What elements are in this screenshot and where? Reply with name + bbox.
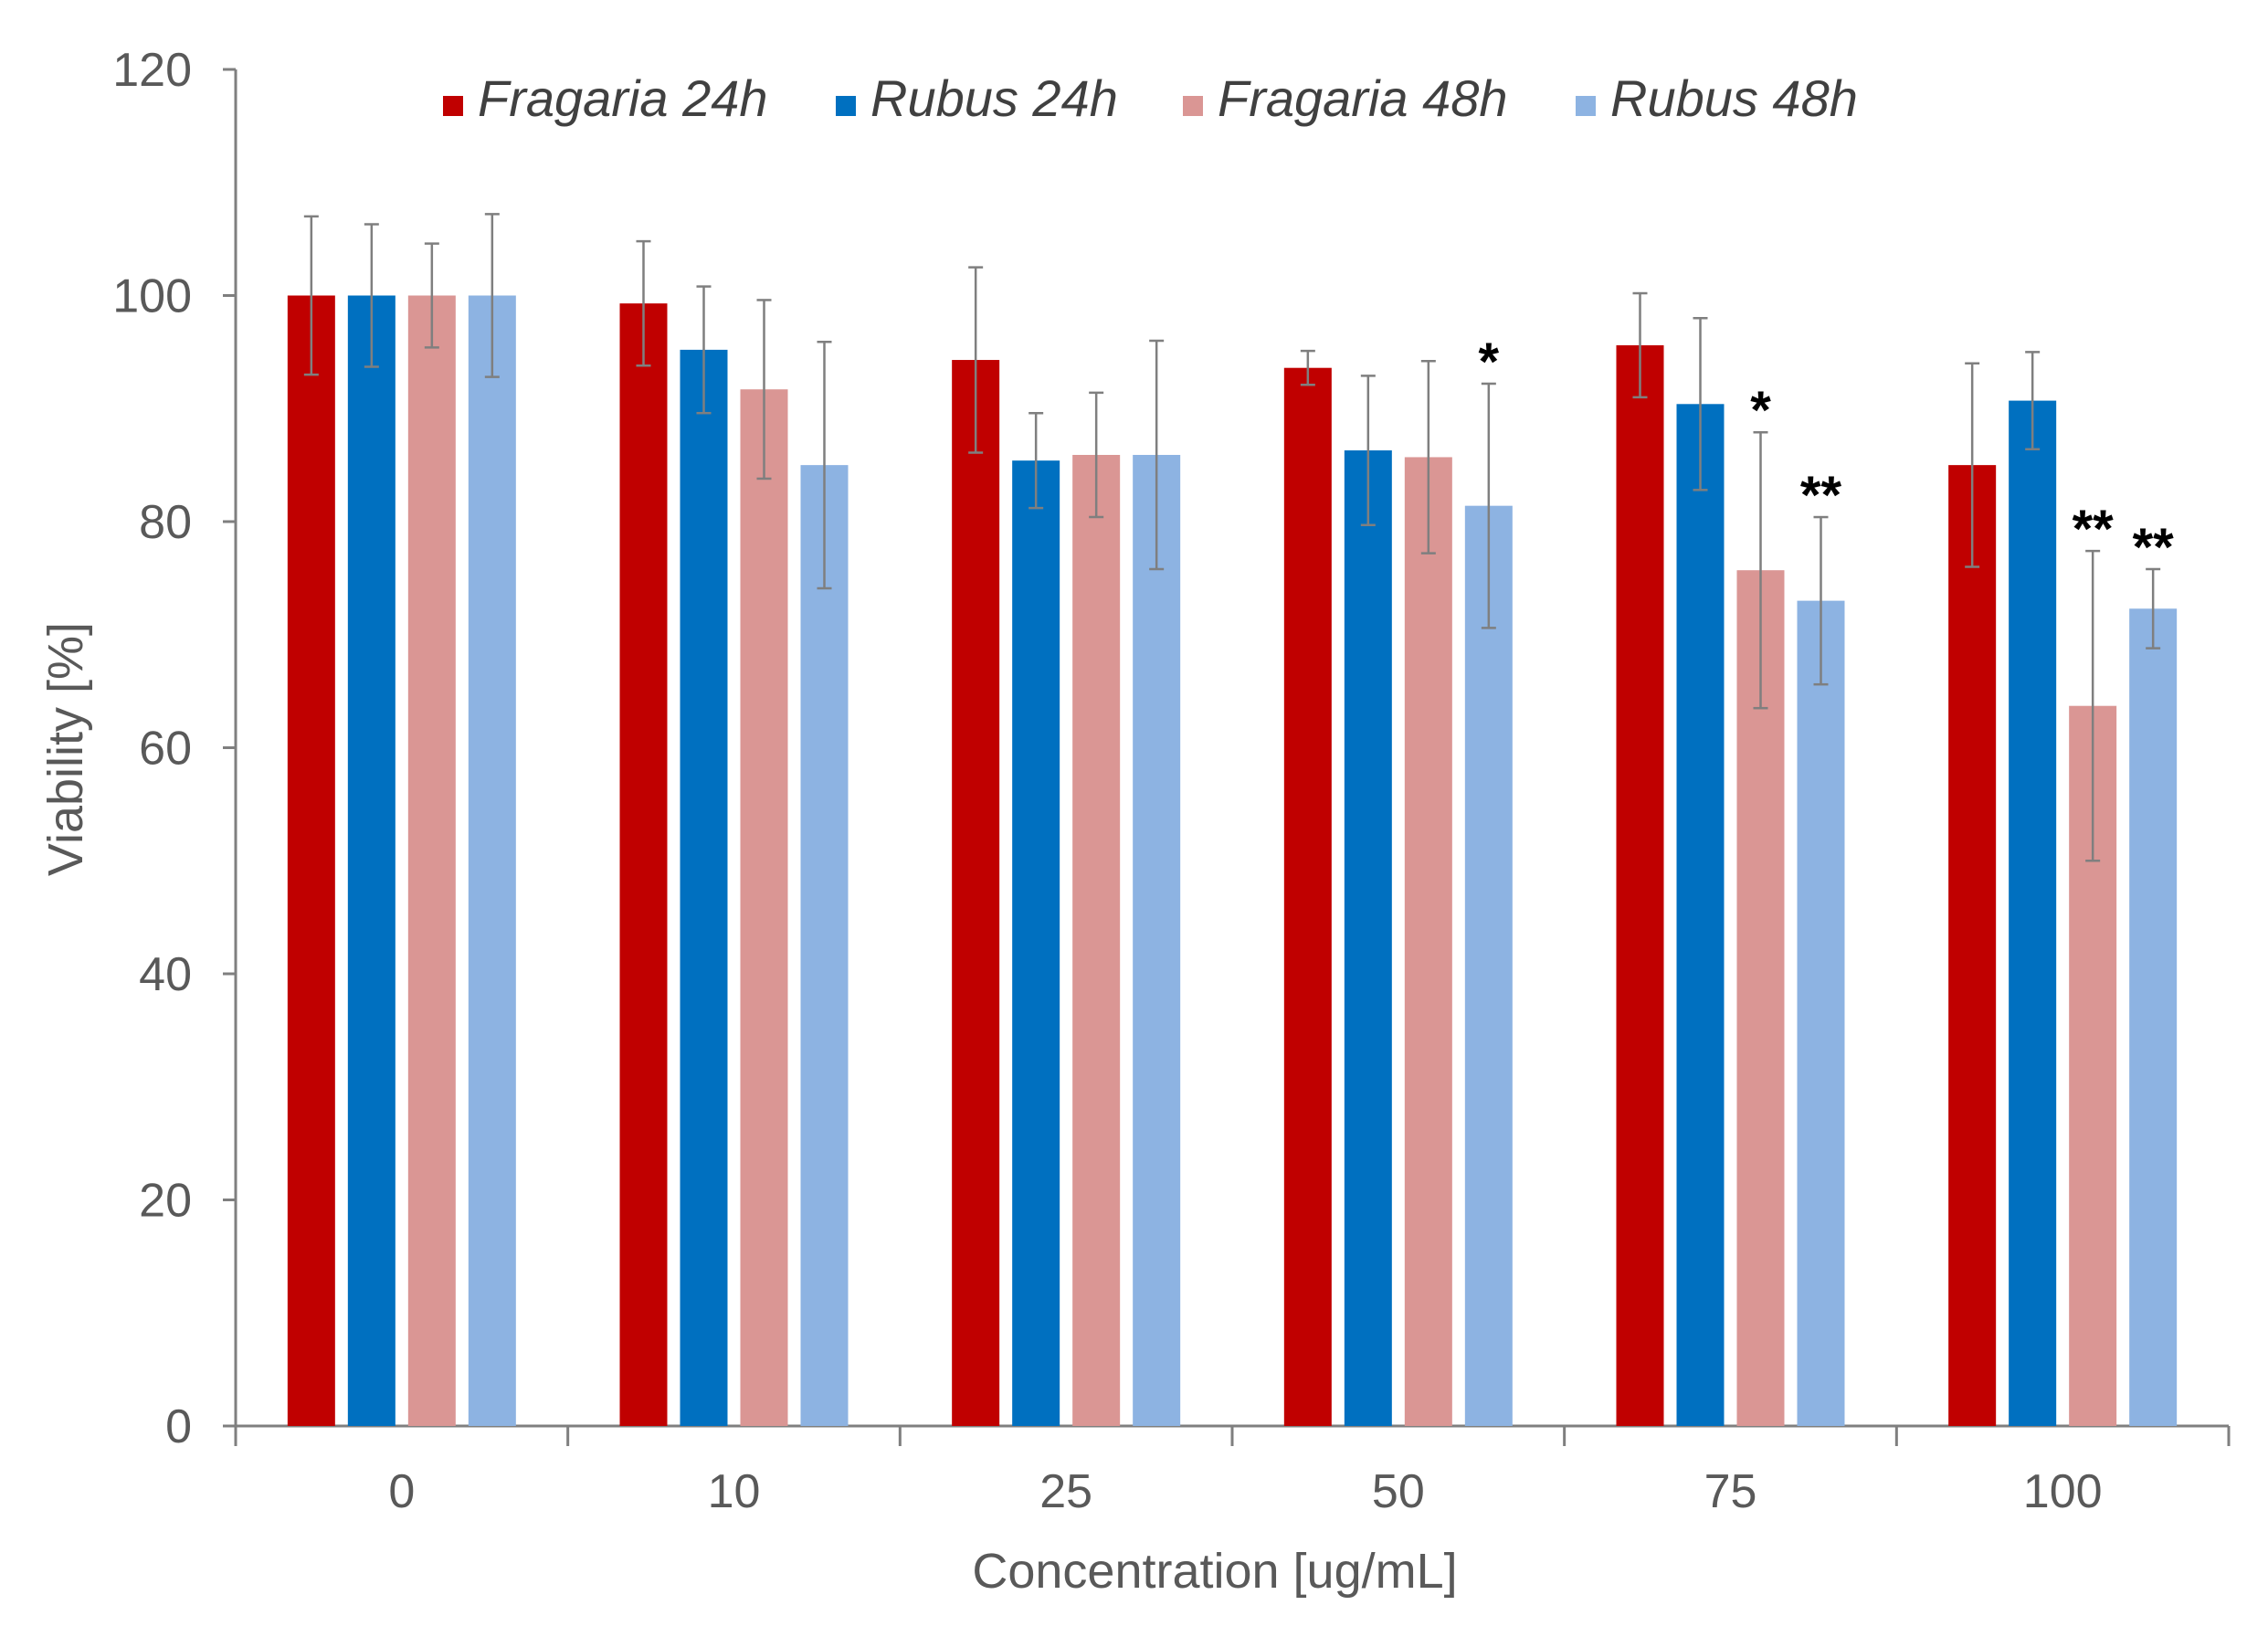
legend-label: Rubus 24h [870,69,1118,127]
bar [1283,367,1332,1427]
significance-marker: * [1750,381,1771,440]
legend-label: Fragaria 48h [1218,69,1508,127]
y-tick-label: 80 [139,496,192,549]
legend-label: Rubus 48h [1610,69,1858,127]
x-tick-label: 25 [1039,1465,1092,1518]
bar [1736,570,1785,1426]
bar [468,295,516,1426]
significance-marker: ** [2073,500,2115,559]
x-tick-label: 0 [388,1465,415,1518]
y-tick-label: 100 [112,270,192,323]
x-axis-title: Concentration [ug/mL] [972,1544,1457,1599]
y-tick-label: 0 [165,1400,192,1453]
bars [287,295,2178,1427]
bar [1464,505,1513,1426]
bar [740,389,788,1426]
bar [1404,457,1452,1426]
bar [800,465,849,1426]
significance-marker: ** [2133,518,2175,577]
x-tick-label: 100 [2023,1465,2103,1518]
bar [2129,608,2178,1426]
bar [952,360,1000,1427]
y-axis-title: Viability [%] [38,622,93,876]
y-tick-label: 20 [139,1175,192,1228]
legend-swatch [1183,96,1203,116]
bar [1012,460,1060,1426]
bar [2009,400,2057,1426]
y-tick-label: 40 [139,948,192,1001]
y-tick-label: 60 [139,723,192,776]
bar [1133,454,1181,1426]
bar [1072,454,1121,1426]
significance-annotations: ******** [1479,333,2175,577]
y-tick-label: 120 [112,44,192,97]
legend: Fragaria 24h Rubus 24h Fragaria 48h Rubus 4… [443,69,1858,127]
bar [407,295,456,1426]
bar [1344,450,1392,1427]
bar [619,303,668,1427]
x-tick-label: 75 [1704,1465,1757,1518]
bar [347,295,396,1426]
bar [1797,600,1845,1426]
error-bars [303,213,2161,862]
x-tick-label: 10 [708,1465,761,1518]
bar [1676,404,1725,1426]
bar [1616,344,1664,1427]
significance-marker: ** [1800,466,1842,525]
axes: 0 20 40 60 80 100 120 0 10 25 50 75 100 [112,44,2231,1518]
x-tick-label: 50 [1372,1465,1425,1518]
bar [287,295,335,1426]
legend-label: Fragaria 24h [478,69,768,127]
bar [680,349,728,1426]
legend-swatch [1576,96,1596,116]
significance-marker: * [1479,333,1500,392]
legend-swatch [443,96,463,116]
legend-swatch [836,96,856,116]
bar [1948,465,1997,1426]
